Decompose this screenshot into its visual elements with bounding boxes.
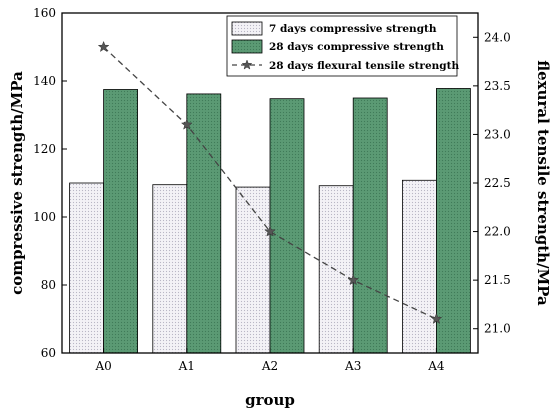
bar-7d-a1 xyxy=(152,184,188,354)
bar-28d-a4 xyxy=(435,88,471,354)
x-tick-label: A1 xyxy=(178,359,195,373)
flexural-point-a3 xyxy=(347,273,360,286)
x-tick-label: A2 xyxy=(261,359,278,373)
x-axis-label: group xyxy=(245,391,295,409)
y-tick-label: 120 xyxy=(33,142,56,156)
y2-axis-label: flexural tensile strength/MPa xyxy=(534,60,550,306)
flexural-line xyxy=(103,46,437,320)
y2-tick-label: 22.0 xyxy=(484,225,511,239)
y-tick-label: 60 xyxy=(41,346,56,360)
line-layer xyxy=(97,40,443,325)
bar-7d-a2 xyxy=(235,186,271,354)
x-tick-label: A3 xyxy=(344,359,361,373)
y-axis-label: compressive strength/MPa xyxy=(8,71,26,295)
legend-box xyxy=(226,15,458,77)
y-tick-label: 160 xyxy=(33,6,56,20)
bar-7d-a4 xyxy=(401,179,437,354)
flexural-point-a4 xyxy=(430,312,443,325)
y-tick-label: 100 xyxy=(33,210,56,224)
legend-swatch-7d xyxy=(231,21,263,36)
legend-label-flexural: 28 days flexural tensile strength xyxy=(269,60,459,72)
y2-tick-label: 21.5 xyxy=(484,273,511,287)
y2-tick-label: 24.0 xyxy=(484,30,511,44)
bar-28d-a1 xyxy=(186,93,222,354)
legend-star-marker xyxy=(241,59,253,70)
bar-28d-a0 xyxy=(103,89,138,354)
bar-28d-a3 xyxy=(352,97,388,354)
y2-tick-label: 22.5 xyxy=(484,176,511,190)
bar-28d-a2 xyxy=(269,98,305,354)
x-tick-label: A0 xyxy=(94,359,111,373)
y2-tick-label: 23.0 xyxy=(484,127,511,141)
y2-tick-label: 23.5 xyxy=(484,79,511,93)
x-tick-label: A4 xyxy=(427,359,445,373)
legend-label-7d: 7 days compressive strength xyxy=(269,23,437,35)
y2-tick-label: 21.0 xyxy=(484,322,511,336)
bar-7d-a0 xyxy=(69,182,104,354)
legend: 7 days compressive strength 28 days comp… xyxy=(226,15,459,77)
ticks-layer: 60 80 100 120 140 160 21.0 21.5 22.0 22.5 23.0 23.5… xyxy=(33,6,511,373)
flexural-point-a0 xyxy=(97,40,110,53)
flexural-point-a2 xyxy=(264,225,276,237)
bars-layer xyxy=(69,88,471,354)
y-tick-label: 80 xyxy=(41,278,56,292)
y-tick-label: 140 xyxy=(33,74,56,88)
flexural-point-a1 xyxy=(180,118,193,130)
bar-7d-a3 xyxy=(318,185,354,354)
legend-label-28d: 28 days compressive strength xyxy=(269,41,444,53)
legend-swatch-28d xyxy=(231,39,263,54)
